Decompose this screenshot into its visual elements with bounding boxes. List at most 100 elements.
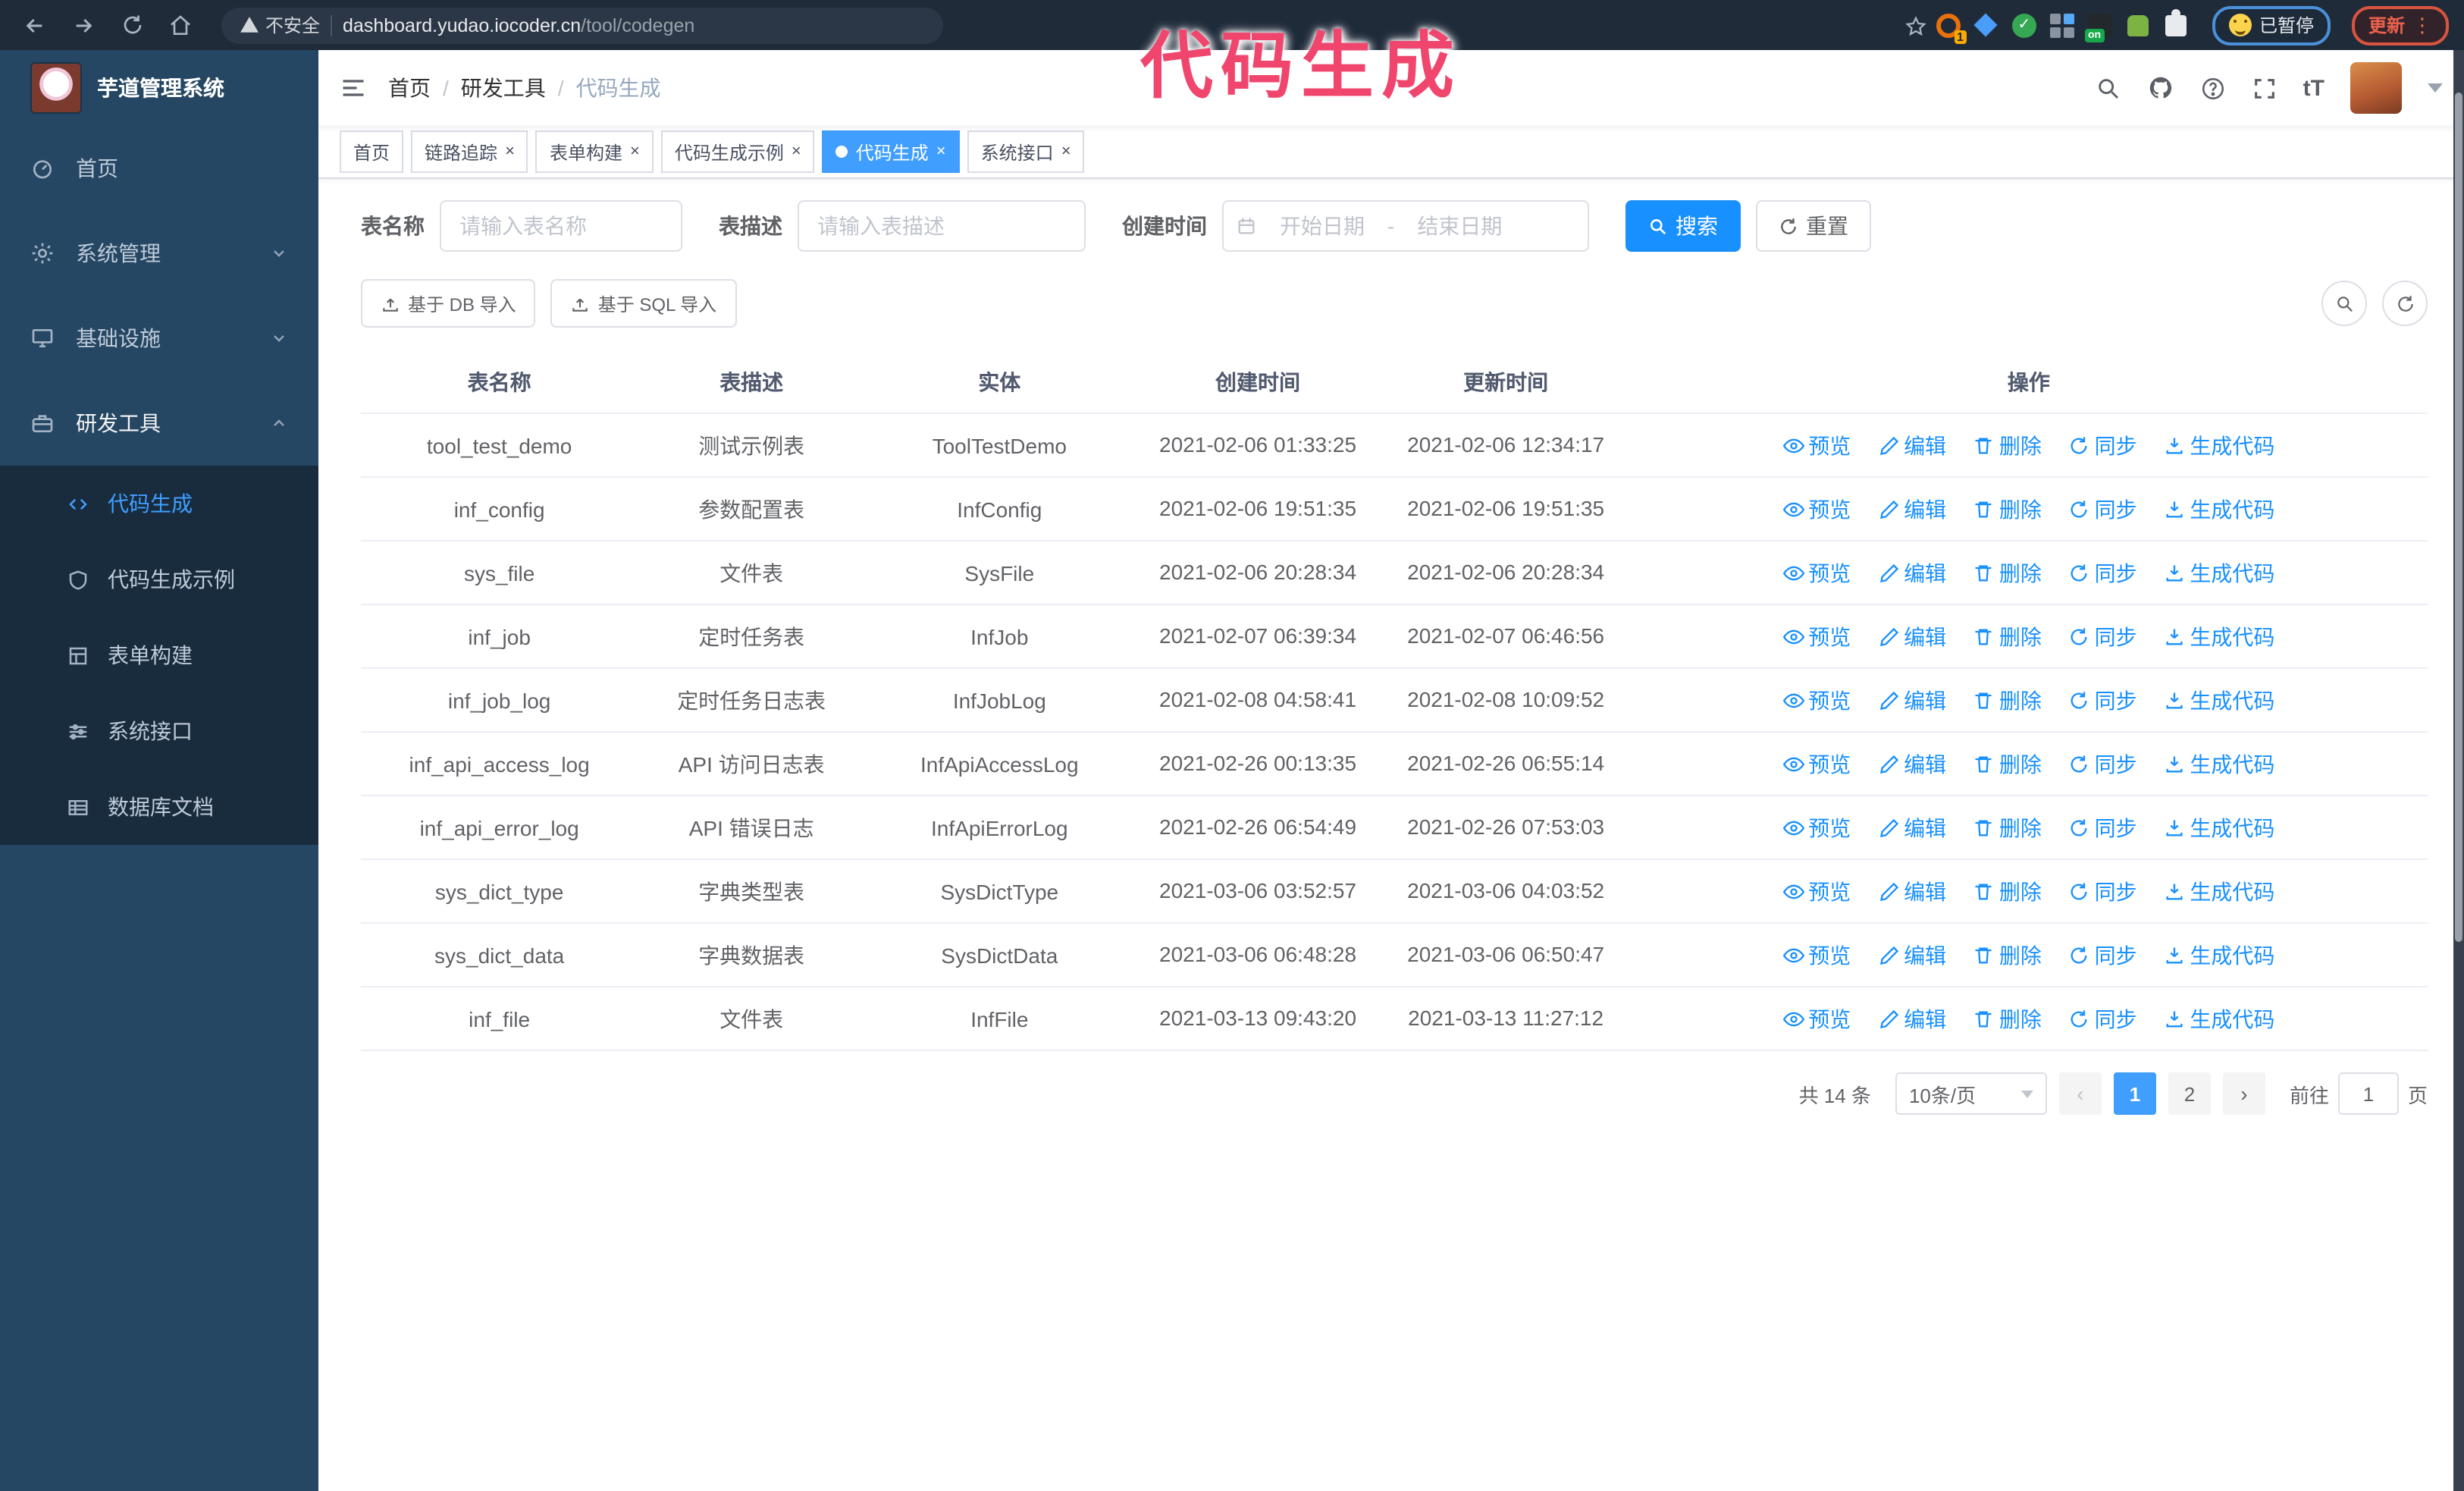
- sidebar-item-infrastructure[interactable]: 基础设施: [0, 296, 318, 381]
- reset-button[interactable]: 重置: [1756, 200, 1871, 252]
- end-date-input[interactable]: [1400, 212, 1519, 240]
- scrollbar-thumb[interactable]: [2455, 93, 2462, 942]
- preview-link[interactable]: 预览: [1782, 812, 1851, 843]
- tab-system-interface[interactable]: 系统接口 ×: [967, 130, 1085, 173]
- close-icon[interactable]: ×: [1061, 143, 1071, 161]
- fullscreen-icon[interactable]: [2252, 75, 2277, 101]
- sync-link[interactable]: 同步: [2069, 940, 2137, 970]
- sidebar-item-code-generation-example[interactable]: 代码生成示例: [0, 541, 318, 617]
- preview-link[interactable]: 预览: [1782, 557, 1851, 588]
- browser-update-button[interactable]: 更新 ⋮: [2351, 5, 2449, 45]
- sync-link[interactable]: 同步: [2069, 430, 2137, 460]
- sidebar-item-code-generation[interactable]: 代码生成: [0, 466, 318, 541]
- generate-code-link[interactable]: 生成代码: [2164, 621, 2274, 651]
- edit-link[interactable]: 编辑: [1878, 876, 1946, 906]
- address-bar[interactable]: 不安全 dashboard.yudao.iocoder.cn/tool/code…: [221, 7, 943, 43]
- sync-link[interactable]: 同步: [2069, 685, 2137, 715]
- edit-link[interactable]: 编辑: [1878, 621, 1946, 651]
- sync-link[interactable]: 同步: [2069, 557, 2137, 588]
- sync-link[interactable]: 同步: [2069, 1003, 2137, 1034]
- extension-green-bug-icon[interactable]: [2126, 13, 2150, 37]
- delete-link[interactable]: 删除: [1973, 430, 2042, 460]
- tab-trace[interactable]: 链路追踪 ×: [411, 130, 528, 173]
- generate-code-link[interactable]: 生成代码: [2164, 494, 2274, 524]
- prev-page-button[interactable]: ‹: [2058, 1072, 2102, 1115]
- font-size-icon[interactable]: tT: [2303, 75, 2324, 101]
- extension-gem-icon[interactable]: [1973, 12, 1998, 37]
- delete-link[interactable]: 删除: [1973, 1003, 2042, 1034]
- edit-link[interactable]: 编辑: [1878, 685, 1946, 715]
- generate-code-link[interactable]: 生成代码: [2164, 749, 2274, 779]
- table-name-input[interactable]: [440, 200, 682, 252]
- refresh-table-button[interactable]: [2382, 281, 2428, 326]
- browser-back-button[interactable]: [15, 5, 55, 45]
- close-icon[interactable]: ×: [505, 143, 515, 161]
- generate-code-link[interactable]: 生成代码: [2164, 876, 2274, 906]
- delete-link[interactable]: 删除: [1973, 876, 2042, 906]
- next-page-button[interactable]: ›: [2222, 1072, 2265, 1115]
- extension-grid-icon[interactable]: [2049, 13, 2074, 37]
- delete-link[interactable]: 删除: [1973, 494, 2042, 524]
- date-range-picker[interactable]: -: [1222, 200, 1589, 252]
- breadcrumb-home[interactable]: 首页: [388, 76, 431, 100]
- generate-code-link[interactable]: 生成代码: [2164, 812, 2274, 843]
- github-icon[interactable]: [2147, 74, 2174, 102]
- preview-link[interactable]: 预览: [1782, 1003, 1851, 1034]
- browser-home-button[interactable]: [161, 5, 200, 45]
- avatar[interactable]: [2350, 62, 2402, 114]
- edit-link[interactable]: 编辑: [1878, 1003, 1946, 1034]
- bookmark-star-icon[interactable]: [1904, 12, 1927, 38]
- sidebar-item-database-docs[interactable]: 数据库文档: [0, 769, 318, 845]
- generate-code-link[interactable]: 生成代码: [2164, 940, 2274, 970]
- close-icon[interactable]: ×: [629, 143, 640, 161]
- close-icon[interactable]: ×: [936, 143, 946, 161]
- edit-link[interactable]: 编辑: [1878, 749, 1946, 779]
- sidebar-item-dev-tools[interactable]: 研发工具: [0, 381, 318, 466]
- browser-forward-button[interactable]: [64, 5, 103, 45]
- goto-page-input[interactable]: [2337, 1072, 2399, 1115]
- generate-code-link[interactable]: 生成代码: [2164, 557, 2274, 588]
- extension-check-icon[interactable]: ✓: [2011, 13, 2036, 37]
- search-button[interactable]: 搜索: [1625, 200, 1741, 252]
- sidebar-item-home[interactable]: 首页: [0, 126, 318, 211]
- preview-link[interactable]: 预览: [1782, 621, 1851, 651]
- kebab-menu-icon[interactable]: ⋮: [2412, 13, 2432, 36]
- generate-code-link[interactable]: 生成代码: [2164, 1003, 2274, 1034]
- sync-link[interactable]: 同步: [2069, 494, 2137, 524]
- delete-link[interactable]: 删除: [1973, 621, 2042, 651]
- preview-link[interactable]: 预览: [1782, 940, 1851, 970]
- generate-code-link[interactable]: 生成代码: [2164, 685, 2274, 715]
- close-icon[interactable]: ×: [791, 143, 801, 161]
- sync-link[interactable]: 同步: [2069, 749, 2137, 779]
- avatar-caret-icon[interactable]: [2428, 83, 2443, 93]
- sync-link[interactable]: 同步: [2069, 621, 2137, 651]
- tab-form-builder[interactable]: 表单构建 ×: [535, 130, 654, 173]
- breadcrumb-dev-tools[interactable]: 研发工具: [460, 76, 546, 100]
- delete-link[interactable]: 删除: [1973, 940, 2042, 970]
- import-sql-button[interactable]: 基于 SQL 导入: [550, 279, 737, 328]
- delete-link[interactable]: 删除: [1973, 749, 2042, 779]
- page-button-1[interactable]: 1: [2113, 1072, 2156, 1115]
- app-logo[interactable]: 芋道管理系统: [0, 50, 318, 126]
- preview-link[interactable]: 预览: [1782, 430, 1851, 460]
- edit-link[interactable]: 编辑: [1878, 940, 1946, 970]
- extension-orange-icon[interactable]: 1: [1936, 13, 1967, 43]
- page-button-2[interactable]: 2: [2168, 1072, 2211, 1115]
- extension-dark-icon[interactable]: on: [2084, 13, 2112, 42]
- table-desc-input[interactable]: [798, 200, 1086, 252]
- preview-link[interactable]: 预览: [1782, 749, 1851, 779]
- page-scrollbar[interactable]: [2453, 50, 2464, 1491]
- not-secure-warning[interactable]: 不安全: [240, 12, 320, 38]
- sidebar-item-system-management[interactable]: 系统管理: [0, 211, 318, 296]
- tab-home[interactable]: 首页: [340, 130, 404, 173]
- browser-reload-button[interactable]: [112, 5, 152, 45]
- sidebar-item-system-interface[interactable]: 系统接口: [0, 693, 318, 769]
- delete-link[interactable]: 删除: [1973, 812, 2042, 843]
- sync-link[interactable]: 同步: [2069, 812, 2137, 843]
- edit-link[interactable]: 编辑: [1878, 557, 1946, 588]
- preview-link[interactable]: 预览: [1782, 876, 1851, 906]
- help-icon[interactable]: [2200, 75, 2226, 101]
- sidebar-item-form-builder[interactable]: 表单构建: [0, 617, 318, 693]
- preview-link[interactable]: 预览: [1782, 494, 1851, 524]
- extensions-puzzle-icon[interactable]: [2164, 8, 2188, 37]
